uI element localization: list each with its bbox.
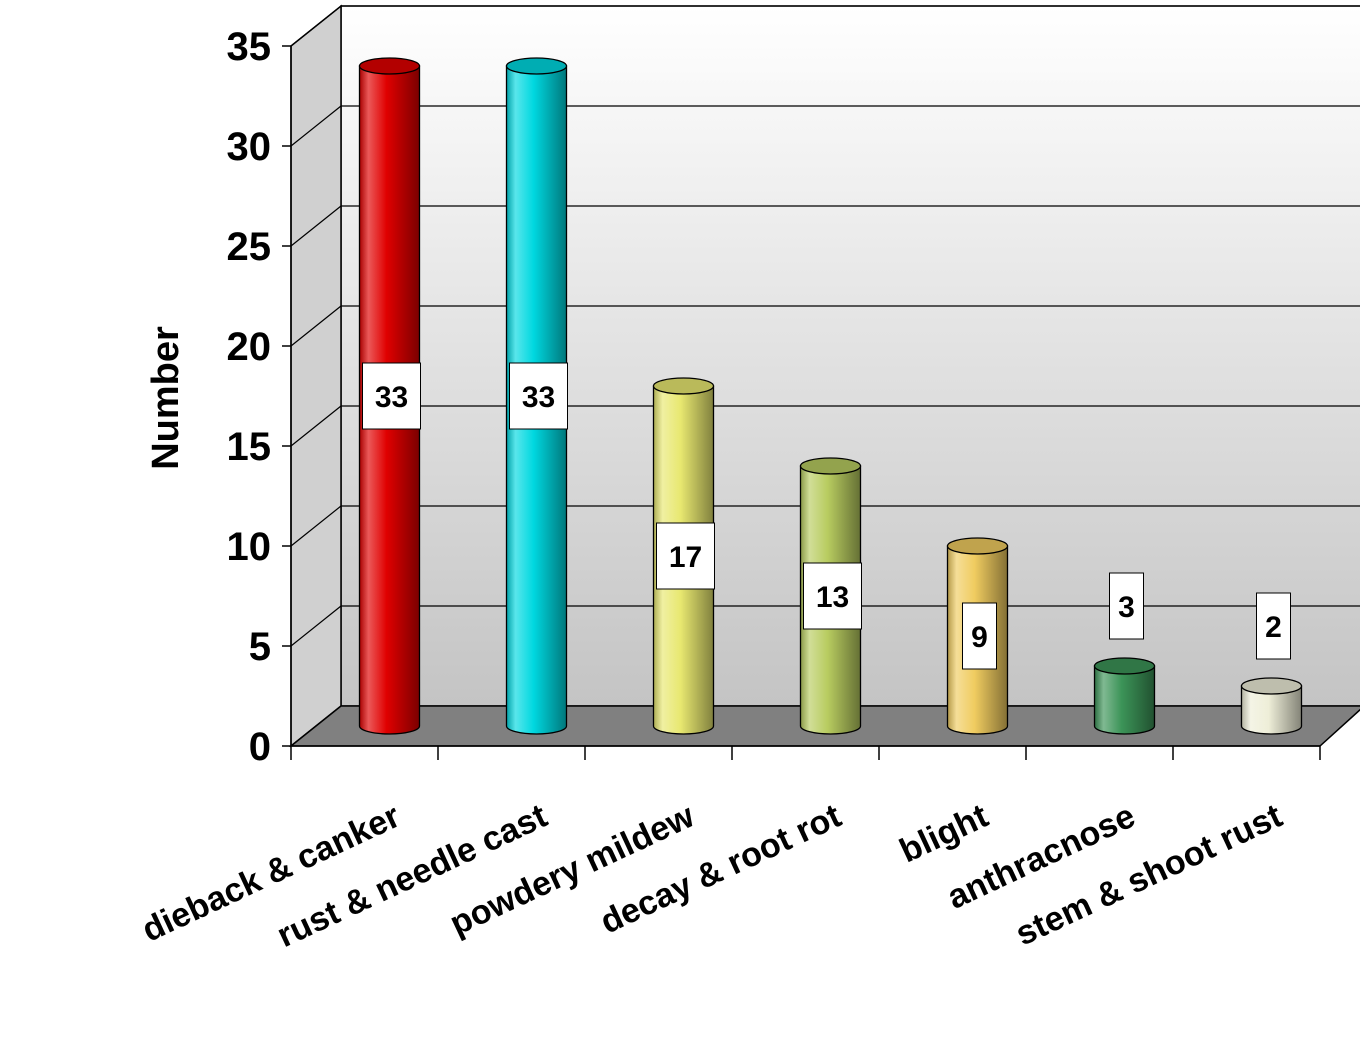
y-tick-label: 5 — [249, 625, 271, 669]
bar-top — [1095, 658, 1155, 674]
x-tick-label: decay & root rot — [595, 797, 847, 942]
data-label-text: 33 — [522, 381, 555, 414]
y-tick-label: 0 — [249, 725, 271, 769]
y-tick-label: 35 — [227, 25, 272, 69]
y-tick-label: 30 — [227, 125, 272, 169]
bar-6 — [1095, 658, 1155, 734]
data-label-text: 33 — [375, 381, 408, 414]
data-label-1: 33 — [363, 363, 421, 429]
x-tick-label: powdery mildew — [444, 797, 700, 943]
x-tick-label: stem & shoot rust — [1010, 797, 1288, 954]
x-tick-label: rust & needle cast — [271, 797, 553, 955]
bar-body — [1095, 666, 1155, 734]
data-label-text: 9 — [971, 621, 988, 654]
data-label-7: 2 — [1257, 593, 1291, 659]
bar-top — [801, 458, 861, 474]
data-label-text: 2 — [1265, 611, 1282, 644]
data-label-2: 33 — [510, 363, 568, 429]
data-label-4: 13 — [804, 563, 862, 629]
data-label-5: 9 — [963, 603, 997, 669]
y-tick-label: 10 — [227, 525, 272, 569]
y-tick-label: 15 — [227, 425, 272, 469]
data-label-text: 13 — [816, 581, 849, 614]
bar-top — [360, 58, 420, 74]
x-tick-label: dieback & canker — [136, 797, 406, 950]
data-label-6: 3 — [1110, 573, 1144, 639]
x-tick-label: blight — [894, 797, 994, 871]
data-label-text: 3 — [1118, 591, 1135, 624]
data-label-3: 17 — [657, 523, 715, 589]
bar-top — [948, 538, 1008, 554]
bar-top — [507, 58, 567, 74]
y-tick-label: 20 — [227, 325, 272, 369]
bar-7 — [1242, 678, 1302, 734]
side-wall — [291, 6, 341, 746]
bar-top — [654, 378, 714, 394]
y-tick-label: 25 — [227, 225, 272, 269]
bar-top — [1242, 678, 1302, 694]
data-label-text: 17 — [669, 541, 702, 574]
y-axis-title: Number — [145, 326, 187, 470]
